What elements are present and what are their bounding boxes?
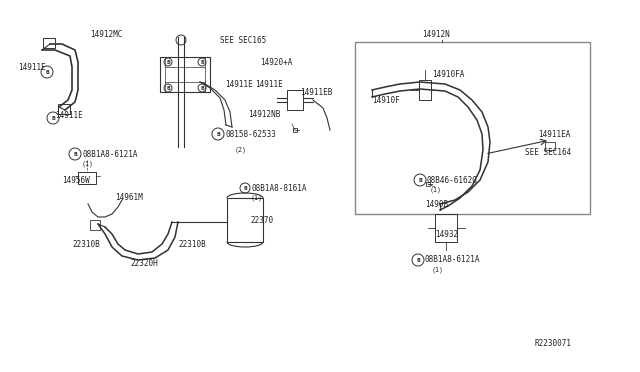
- Text: 14911EA: 14911EA: [538, 129, 570, 138]
- Text: R2230071: R2230071: [535, 340, 572, 349]
- Text: 14910F: 14910F: [372, 96, 400, 105]
- Bar: [58, 104, 70, 114]
- Bar: [287, 90, 303, 110]
- Text: (1): (1): [430, 187, 442, 193]
- Text: B: B: [418, 177, 422, 183]
- Text: 14961M: 14961M: [115, 192, 143, 202]
- Bar: [227, 198, 263, 242]
- Text: 14956W: 14956W: [62, 176, 90, 185]
- Text: B: B: [166, 60, 170, 64]
- Text: 14911EB: 14911EB: [300, 87, 332, 96]
- Bar: [545, 142, 555, 150]
- Text: (1): (1): [432, 267, 444, 273]
- Text: B: B: [416, 257, 420, 263]
- Text: 08158-62533: 08158-62533: [225, 129, 276, 138]
- Text: 14912MC: 14912MC: [90, 29, 122, 38]
- Text: 1490B: 1490B: [425, 199, 448, 208]
- Text: B: B: [216, 131, 220, 137]
- Text: 14912N: 14912N: [422, 29, 450, 38]
- Text: 14912NB: 14912NB: [248, 109, 280, 119]
- Bar: [419, 80, 431, 100]
- Bar: [78, 172, 96, 184]
- Text: 14911E: 14911E: [18, 62, 45, 71]
- Text: 22310B: 22310B: [72, 240, 100, 248]
- Text: B: B: [200, 86, 204, 90]
- Text: 14932: 14932: [435, 230, 458, 238]
- Text: 08B1A8-6121A: 08B1A8-6121A: [425, 256, 481, 264]
- Text: 08B46-6162G: 08B46-6162G: [427, 176, 478, 185]
- Text: (2): (2): [235, 147, 247, 153]
- Text: B: B: [166, 86, 170, 90]
- Text: B: B: [200, 60, 204, 64]
- Text: B: B: [45, 70, 49, 74]
- Text: B: B: [73, 151, 77, 157]
- Text: 14911E: 14911E: [55, 110, 83, 119]
- Bar: [43, 38, 55, 48]
- Bar: [355, 42, 590, 214]
- Text: B: B: [51, 115, 55, 121]
- Text: 14911E: 14911E: [255, 80, 283, 89]
- Text: 08B1A8-6121A: 08B1A8-6121A: [82, 150, 138, 158]
- Text: B: B: [243, 186, 247, 190]
- Text: (1): (1): [251, 195, 263, 201]
- Text: 14910FA: 14910FA: [432, 70, 465, 78]
- Text: 22310B: 22310B: [178, 240, 205, 248]
- Text: 14911E: 14911E: [225, 80, 253, 89]
- Bar: [90, 220, 100, 230]
- Text: 14920+A: 14920+A: [260, 58, 292, 67]
- Bar: [435, 214, 457, 242]
- Text: 22320H: 22320H: [130, 260, 157, 269]
- Text: SEE SEC165: SEE SEC165: [220, 35, 266, 45]
- Text: (1): (1): [82, 161, 94, 167]
- Text: 22370: 22370: [250, 215, 273, 224]
- Text: 08B1A8-8161A: 08B1A8-8161A: [251, 183, 307, 192]
- Text: SEE SEC164: SEE SEC164: [525, 148, 572, 157]
